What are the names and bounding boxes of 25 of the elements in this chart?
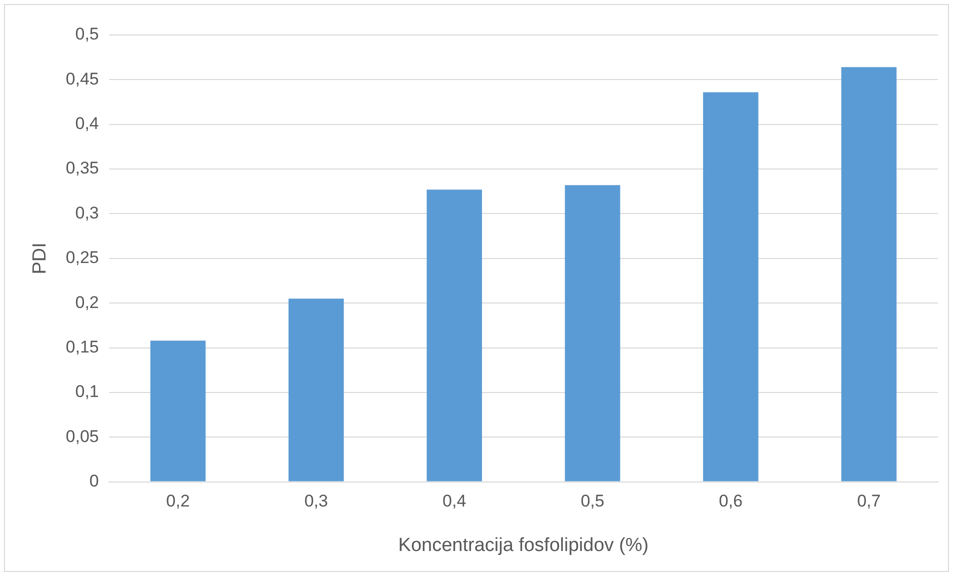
bar	[841, 67, 897, 482]
y-tick-label: 0,2	[75, 292, 99, 312]
x-tick-label: 0,7	[857, 492, 881, 511]
x-tick-label: 0,3	[304, 492, 328, 511]
x-tick-label: 0,5	[580, 492, 604, 511]
bar	[150, 340, 206, 482]
y-tick-label: 0,4	[75, 114, 99, 134]
y-tick-label: 0	[89, 471, 99, 490]
bar	[288, 298, 344, 482]
y-tick-label: 0,35	[66, 158, 99, 178]
bar	[564, 185, 620, 482]
x-tick-label: 0,6	[718, 492, 743, 511]
y-tick-label: 0,05	[66, 426, 99, 446]
y-tick-label: 0,5	[75, 24, 99, 44]
y-tick-label: 0,15	[66, 337, 99, 356]
y-tick-label: 0,25	[66, 248, 99, 268]
x-axis-title: Koncentracija fosfolipidov (%)	[398, 534, 649, 556]
x-tick-label: 0,4	[442, 492, 466, 511]
y-tick-label: 0,1	[75, 382, 99, 402]
x-tick-label: 0,2	[166, 492, 190, 511]
y-tick-label: 0,3	[75, 203, 99, 222]
y-axis-title: PDI	[30, 242, 51, 274]
y-tick-label: 0,45	[66, 69, 99, 88]
bar	[426, 190, 482, 482]
bar	[703, 92, 758, 482]
